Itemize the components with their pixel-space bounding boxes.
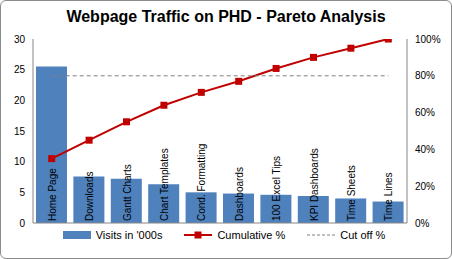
svg-text:Time Sheets: Time Sheets (346, 165, 357, 221)
svg-text:5: 5 (19, 187, 25, 198)
svg-text:60%: 60% (415, 107, 435, 118)
svg-text:Cond. Formatting: Cond. Formatting (196, 144, 207, 221)
html-text:Visits in '000s: Visits in '000s (95, 229, 163, 241)
html-text:Cumulative %: Cumulative % (217, 229, 286, 241)
svg-text:80%: 80% (415, 70, 435, 81)
svg-text:0: 0 (19, 218, 25, 229)
svg-text:30: 30 (14, 34, 26, 45)
svg-text:100%: 100% (415, 34, 441, 45)
svg-text:25: 25 (14, 64, 26, 75)
html-text:Webpage Traffic on PHD - Paret: Webpage Traffic on PHD - Pareto Analysis (66, 8, 386, 25)
svg-text:40%: 40% (415, 144, 435, 155)
svg-text:Chart Templates: Chart Templates (159, 148, 170, 221)
svg-text:Downloads: Downloads (84, 172, 95, 221)
svg-text:Dashboards: Dashboards (234, 167, 245, 221)
svg-text:100 Excel Tips: 100 Excel Tips (271, 156, 282, 221)
svg-text:KPI Dashboards: KPI Dashboards (309, 148, 320, 221)
svg-text:10: 10 (14, 156, 26, 167)
html-text:Cut off %: Cut off % (340, 229, 386, 241)
svg-text:15: 15 (14, 126, 26, 137)
svg-text:0%: 0% (415, 218, 430, 229)
svg-text:Home Page: Home Page (47, 168, 58, 221)
svg-text:Gantt Charts: Gantt Charts (122, 164, 133, 221)
svg-text:20: 20 (14, 95, 26, 106)
svg-text:Time Lines: Time Lines (383, 172, 394, 221)
svg-text:20%: 20% (415, 181, 435, 192)
